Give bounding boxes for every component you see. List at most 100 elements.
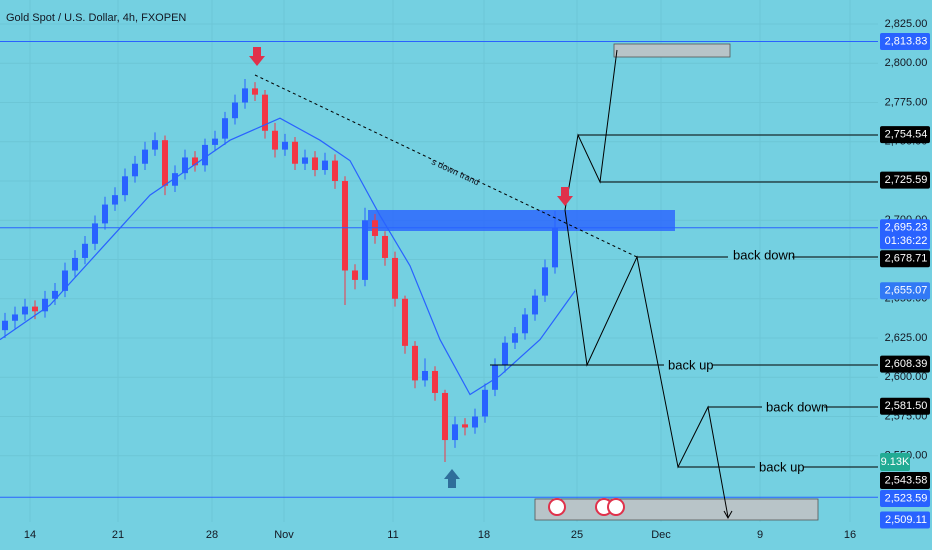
candle-body: [102, 204, 108, 224]
candle-body: [212, 138, 218, 145]
candle-body: [72, 257, 78, 271]
price-tag-label: 2,581.50: [885, 400, 928, 412]
candle-body: [92, 223, 98, 244]
price-tag-box: [880, 282, 930, 300]
up-arrow: [444, 469, 460, 488]
down-arrow: [249, 47, 265, 66]
x-tick-label: 28: [206, 529, 218, 541]
y-tick-label: 2,775.00: [885, 96, 928, 108]
candle-body: [42, 298, 48, 312]
price-tag-label: 2,678.71: [885, 253, 928, 265]
x-tick-label: 14: [24, 529, 36, 541]
candle-body: [532, 295, 538, 315]
candle-body: [432, 370, 438, 393]
y-tick-label: 2,825.00: [885, 18, 928, 30]
price-tag-label: 2,725.59: [885, 174, 928, 186]
candle-body: [262, 94, 268, 131]
support-box: [534, 498, 819, 521]
candle-body: [502, 342, 508, 365]
price-tag: 2,509.11: [880, 511, 930, 529]
candle-body: [282, 141, 288, 150]
candle-body: [352, 270, 358, 280]
candle-body: [232, 102, 238, 119]
x-tick-label: Dec: [651, 529, 671, 541]
price-tags: 2,813.83 2,754.54 2,725.59 2,695.2301:36:22…: [880, 33, 930, 529]
candle-body: [292, 141, 298, 164]
annotation: back up: [668, 357, 714, 372]
price-tag-box: [880, 355, 930, 373]
event-icon[interactable]: [607, 498, 625, 516]
candle-body: [302, 157, 308, 164]
price-tag: 2,754.54: [880, 126, 930, 144]
grid: [0, 0, 878, 522]
price-tag-box: [880, 219, 930, 250]
x-tick-label: 21: [112, 529, 124, 541]
candle-body: [222, 118, 228, 139]
candle-body: [512, 333, 518, 343]
candle-body: [52, 290, 58, 299]
candle-body: [332, 160, 338, 182]
candle-body: [32, 306, 38, 312]
candle-body: [162, 140, 168, 186]
candle-body: [62, 270, 68, 291]
y-tick-label: 2,800.00: [885, 57, 928, 69]
projection-up: [564, 49, 618, 211]
candle-body: [312, 157, 318, 171]
x-tick-label: 18: [478, 529, 490, 541]
price-tag-label: 2,813.83: [885, 35, 928, 47]
countdown: 01:36:22: [885, 235, 928, 247]
price-tag: 2,581.50: [880, 397, 930, 415]
annotation: back down: [733, 247, 795, 262]
candle-body: [462, 424, 468, 428]
price-tag: 2,813.83: [880, 33, 930, 51]
trend-line: [254, 74, 638, 258]
x-tick-label: 16: [844, 529, 856, 541]
candle-body: [22, 306, 28, 315]
y-tick-label: 2,625.00: [885, 332, 928, 344]
price-tag-box: [880, 171, 930, 189]
volume-tag-box: [880, 453, 910, 471]
candle-body: [112, 195, 118, 205]
price-tag-label: 2,608.39: [885, 358, 928, 370]
price-tag: 2,725.59: [880, 171, 930, 189]
candle-body: [82, 243, 88, 258]
x-tick-label: 9: [757, 529, 763, 541]
candle-body: [362, 220, 368, 280]
event-icon[interactable]: [548, 498, 566, 516]
candle-body: [552, 227, 558, 268]
annotation: back up: [759, 459, 805, 474]
price-tag-box: [880, 397, 930, 415]
arrow-head: [723, 510, 733, 520]
price-tag-box: [880, 126, 930, 144]
candle-body: [412, 345, 418, 381]
candle-body: [182, 157, 188, 174]
candle-body: [242, 88, 248, 103]
candle-body: [152, 140, 158, 150]
candle-body: [342, 181, 348, 271]
candle-body: [192, 157, 198, 166]
price-tag-box: [880, 490, 930, 507]
price-tag-box: [880, 511, 930, 529]
candle-body: [202, 144, 208, 166]
x-tick-label: 25: [571, 529, 583, 541]
price-tag-label: 2,523.59: [885, 492, 928, 504]
target-box: [613, 43, 731, 58]
price-tag: 2,655.07: [880, 282, 930, 300]
x-tick-label: Nov: [274, 529, 294, 541]
candle-body: [492, 364, 498, 390]
candle-body: [482, 389, 488, 417]
volume-tag: 9.13K: [880, 453, 910, 471]
x-tick-label: 11: [387, 529, 398, 541]
candle-body: [452, 424, 458, 441]
candle-body: [12, 314, 18, 321]
candle-body: [382, 235, 388, 258]
candle-body: [392, 257, 398, 299]
price-tag-box: [880, 472, 930, 489]
projection-down: [564, 209, 729, 518]
candle-body: [122, 176, 128, 196]
price-tag-label: 2,754.54: [885, 129, 928, 141]
price-tag-box: [880, 250, 930, 268]
candle-body: [442, 392, 448, 441]
